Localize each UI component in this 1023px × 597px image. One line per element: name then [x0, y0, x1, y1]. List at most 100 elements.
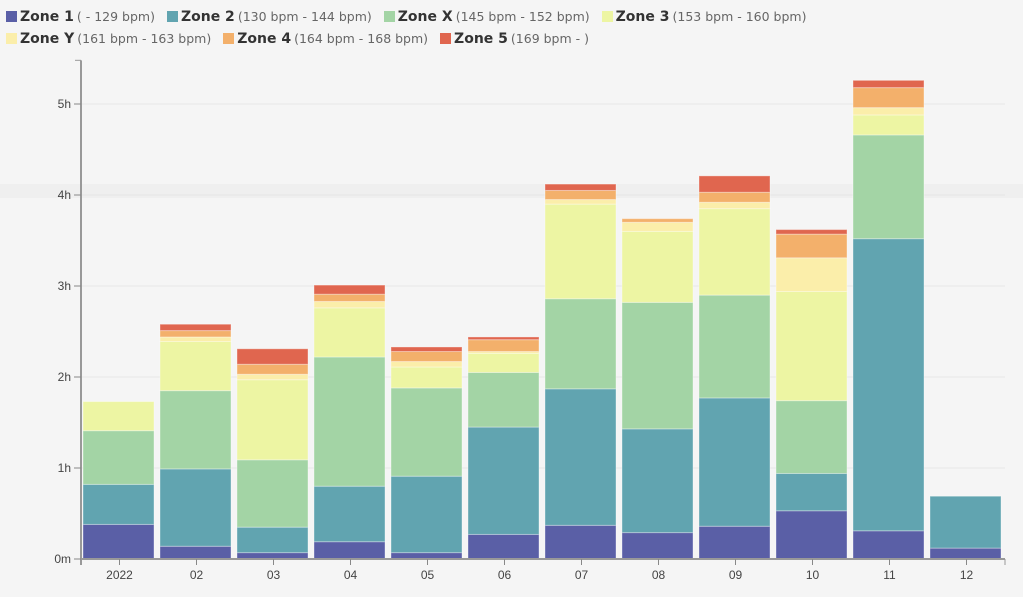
bar-segment-zone-1-08[interactable]	[621, 532, 694, 560]
bar-segment-zone-5-05[interactable]	[390, 346, 463, 353]
legend-item-zone-2[interactable]: Zone 2 (130 bpm - 144 bpm)	[166, 6, 372, 28]
bar-segment-zone-3-11[interactable]	[852, 114, 925, 136]
x-tick-label: 11	[883, 568, 896, 582]
bar-segment-zone-x-04[interactable]	[313, 356, 386, 487]
x-tick-label: 02	[190, 568, 204, 582]
bar-segment-zone-4-06[interactable]	[467, 339, 540, 353]
legend-label: Zone 1	[20, 9, 74, 25]
bar-segment-zone-y-05[interactable]	[390, 361, 463, 368]
legend-item-zone-y[interactable]: Zone Y (161 bpm - 163 bpm)	[6, 28, 211, 50]
legend-range: ( - 129 bpm)	[76, 9, 155, 24]
bar-segment-zone-x-2022[interactable]	[82, 430, 155, 485]
bar-segment-zone-3-06[interactable]	[467, 352, 540, 373]
bar-segment-zone-3-10[interactable]	[775, 290, 848, 402]
x-tick-label: 10	[806, 568, 820, 582]
bar-segment-zone-4-02[interactable]	[159, 330, 232, 338]
bar-segment-zone-2-03[interactable]	[236, 526, 309, 554]
bar-segment-zone-x-09[interactable]	[698, 294, 771, 399]
legend-item-zone-4[interactable]: Zone 4 (164 bpm - 168 bpm)	[223, 28, 428, 50]
bar-segment-zone-3-09[interactable]	[698, 208, 771, 296]
bar-segment-zone-4-03[interactable]	[236, 363, 309, 375]
bar-segment-zone-3-05[interactable]	[390, 366, 463, 389]
bar-segment-zone-3-03[interactable]	[236, 379, 309, 461]
bar-segment-zone-4-08[interactable]	[621, 218, 694, 223]
bar-segment-zone-y-09[interactable]	[698, 201, 771, 210]
bar-segment-zone-4-10[interactable]	[775, 233, 848, 259]
bar-segment-zone-2-05[interactable]	[390, 475, 463, 554]
bar-segment-zone-2-02[interactable]	[159, 468, 232, 547]
bar-segment-zone-1-04[interactable]	[313, 541, 386, 560]
bar-segment-zone-x-05[interactable]	[390, 387, 463, 477]
bar-segment-zone-2-2022[interactable]	[82, 483, 155, 525]
bar-segment-zone-x-08[interactable]	[621, 301, 694, 430]
bar-segment-zone-5-11[interactable]	[852, 79, 925, 89]
bar-segment-zone-2-10[interactable]	[775, 472, 848, 512]
bar-segment-zone-3-2022[interactable]	[82, 401, 155, 432]
bar-segment-zone-3-07[interactable]	[544, 203, 617, 300]
bar-segment-zone-4-09[interactable]	[698, 191, 771, 203]
bar-segment-zone-y-03[interactable]	[236, 373, 309, 381]
bar-segment-zone-1-10[interactable]	[775, 510, 848, 560]
bar-segment-zone-5-07[interactable]	[544, 183, 617, 191]
y-tick-label: 1h	[58, 461, 71, 475]
x-tick-label: 2022	[106, 568, 133, 582]
bar-segment-zone-4-04[interactable]	[313, 293, 386, 302]
bar-segment-zone-4-05[interactable]	[390, 351, 463, 363]
legend-item-zone-3[interactable]: Zone 3 (153 bpm - 160 bpm)	[601, 6, 806, 28]
bar-segment-zone-5-02[interactable]	[159, 323, 232, 332]
x-tick-label: 05	[421, 568, 435, 582]
bar-segment-zone-1-02[interactable]	[159, 545, 232, 560]
bar-segment-zone-1-2022[interactable]	[82, 523, 155, 560]
bar-segment-zone-5-06[interactable]	[467, 336, 540, 341]
x-tick-label: 04	[344, 568, 358, 582]
bar-segment-zone-1-06[interactable]	[467, 533, 540, 560]
bar-segment-zone-1-11[interactable]	[852, 530, 925, 560]
legend-swatch	[601, 11, 613, 22]
bar-segment-zone-2-08[interactable]	[621, 428, 694, 534]
bar-segment-zone-5-03[interactable]	[236, 348, 309, 365]
legend-range: (161 bpm - 163 bpm)	[77, 31, 212, 46]
chart-legend: Zone 1( - 129 bpm) Zone 2 (130 bpm - 144 b…	[6, 6, 1016, 50]
bar-segment-zone-2-09[interactable]	[698, 397, 771, 527]
bar-segment-zone-y-11[interactable]	[852, 107, 925, 116]
bar-segment-zone-5-04[interactable]	[313, 284, 386, 295]
x-tick-label: 08	[652, 568, 666, 582]
legend-label: Zone X	[397, 9, 453, 25]
bar-segment-zone-y-07[interactable]	[544, 199, 617, 205]
bar-segment-zone-2-06[interactable]	[467, 426, 540, 535]
bar-segment-zone-2-04[interactable]	[313, 485, 386, 543]
bar-segment-zone-1-09[interactable]	[698, 525, 771, 560]
bar-segment-zone-x-11[interactable]	[852, 134, 925, 240]
bar-segment-zone-2-11[interactable]	[852, 238, 925, 532]
bar-segment-zone-y-08[interactable]	[621, 221, 694, 232]
y-tick-label: 3h	[58, 279, 71, 293]
bar-segment-zone-3-08[interactable]	[621, 230, 694, 303]
bar-segment-zone-y-04[interactable]	[313, 300, 386, 309]
bar-segment-zone-x-06[interactable]	[467, 371, 540, 428]
legend-swatch	[6, 11, 17, 22]
bar-segment-zone-x-02[interactable]	[159, 390, 232, 470]
bar-segment-zone-y-02[interactable]	[159, 336, 232, 343]
bar-segment-zone-5-09[interactable]	[698, 175, 771, 193]
legend-item-zone-1[interactable]: Zone 1( - 129 bpm)	[6, 6, 155, 28]
bar-segment-zone-1-07[interactable]	[544, 524, 617, 560]
legend-swatch	[440, 33, 452, 44]
legend-label: Zone 4	[237, 31, 292, 47]
bar-segment-zone-x-10[interactable]	[775, 400, 848, 474]
bar-segment-zone-y-10[interactable]	[775, 257, 848, 292]
bar-segment-zone-4-07[interactable]	[544, 189, 617, 201]
bar-segment-zone-1-12[interactable]	[929, 547, 1002, 560]
legend-item-zone-x[interactable]: Zone X (145 bpm - 152 bpm)	[383, 6, 590, 28]
bar-segment-zone-2-07[interactable]	[544, 388, 617, 526]
bar-segment-zone-x-07[interactable]	[544, 298, 617, 390]
bar-segment-zone-5-10[interactable]	[775, 229, 848, 235]
bar-segment-zone-3-04[interactable]	[313, 307, 386, 358]
gridlines	[81, 103, 1005, 469]
bar-segment-zone-2-12[interactable]	[929, 495, 1002, 549]
legend-label: Zone 3	[615, 9, 670, 25]
bar-segment-zone-4-11[interactable]	[852, 87, 925, 109]
y-tick-label: 4h	[58, 188, 71, 202]
legend-item-zone-5[interactable]: Zone 5 (169 bpm - )	[440, 28, 589, 50]
bar-segment-zone-x-03[interactable]	[236, 459, 309, 528]
bar-segment-zone-3-02[interactable]	[159, 341, 232, 392]
